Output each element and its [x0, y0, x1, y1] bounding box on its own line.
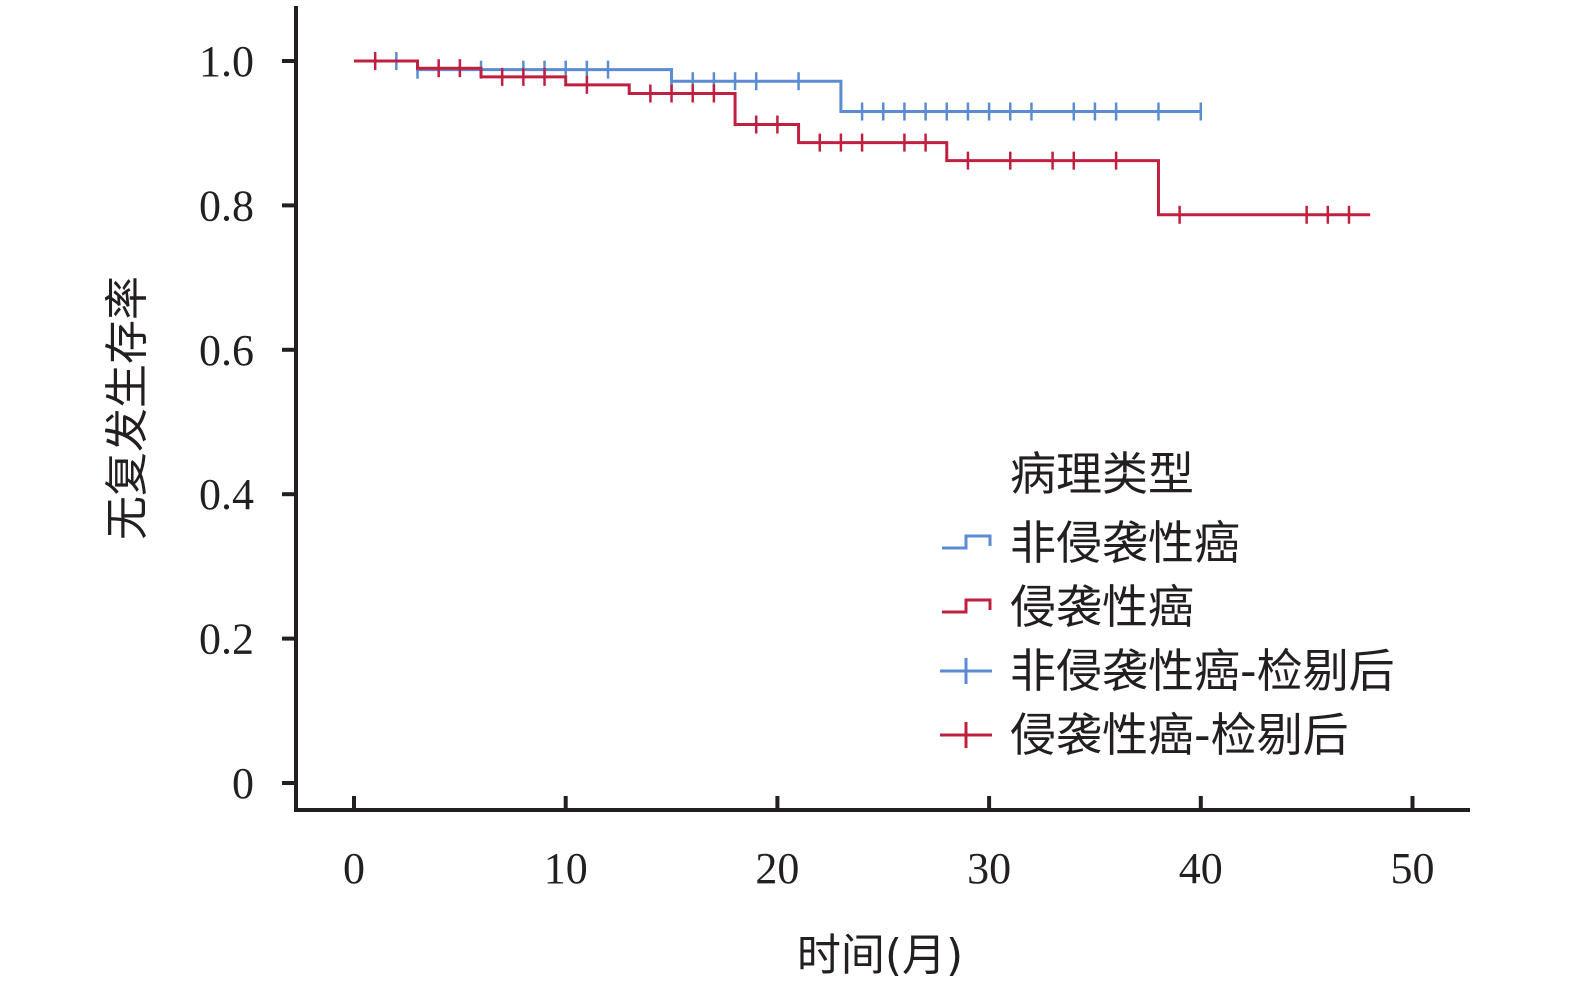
series-layer [354, 52, 1371, 224]
x-axis: 0 10 20 30 40 50 [294, 796, 1470, 893]
legend-label: 侵袭性癌 [1010, 580, 1194, 634]
x-tick-label: 30 [967, 844, 1011, 893]
x-ticks: 0 10 20 30 40 50 [343, 796, 1435, 893]
plot-area [354, 52, 1371, 224]
legend-title: 病理类型 [1010, 447, 1194, 501]
legend-label: 侵袭性癌-检剔后 [1010, 708, 1349, 762]
x-tick-label: 40 [1179, 844, 1223, 893]
y-tick-label: 1.0 [199, 37, 254, 86]
x-tick-label: 10 [544, 844, 588, 893]
legend-entry: 侵袭性癌 [942, 580, 1194, 634]
legend-label: 非侵袭性癌-检剔后 [1010, 644, 1395, 698]
y-axis-title: 无复发生存率 [102, 276, 153, 540]
series-line [354, 59, 1371, 217]
legend-step-swatch [942, 534, 992, 550]
x-tick-label: 0 [343, 844, 365, 893]
legend-entry: 侵袭性癌-检剔后 [940, 708, 1349, 762]
y-tick-label: 0.6 [199, 326, 254, 375]
legend-entry: 非侵袭性癌-检剔后 [940, 644, 1395, 698]
series-1 [354, 52, 1371, 224]
legend-entry: 非侵袭性癌 [942, 516, 1240, 570]
series-0 [354, 52, 1203, 121]
y-tick-label: 0.2 [199, 615, 254, 664]
y-ticks: 0 0.2 0.4 0.6 0.8 1.0 [199, 37, 296, 808]
x-tick-label: 20 [755, 844, 799, 893]
y-tick-label: 0.8 [199, 181, 254, 230]
x-axis-title: 时间(月) [797, 930, 963, 981]
legend-step-swatch [942, 598, 992, 614]
y-tick-label: 0 [232, 759, 254, 808]
y-axis: 0 0.2 0.4 0.6 0.8 1.0 [199, 6, 298, 810]
x-tick-label: 50 [1391, 844, 1435, 893]
y-tick-label: 0.4 [199, 470, 254, 519]
legend-label: 非侵袭性癌 [1010, 516, 1240, 570]
